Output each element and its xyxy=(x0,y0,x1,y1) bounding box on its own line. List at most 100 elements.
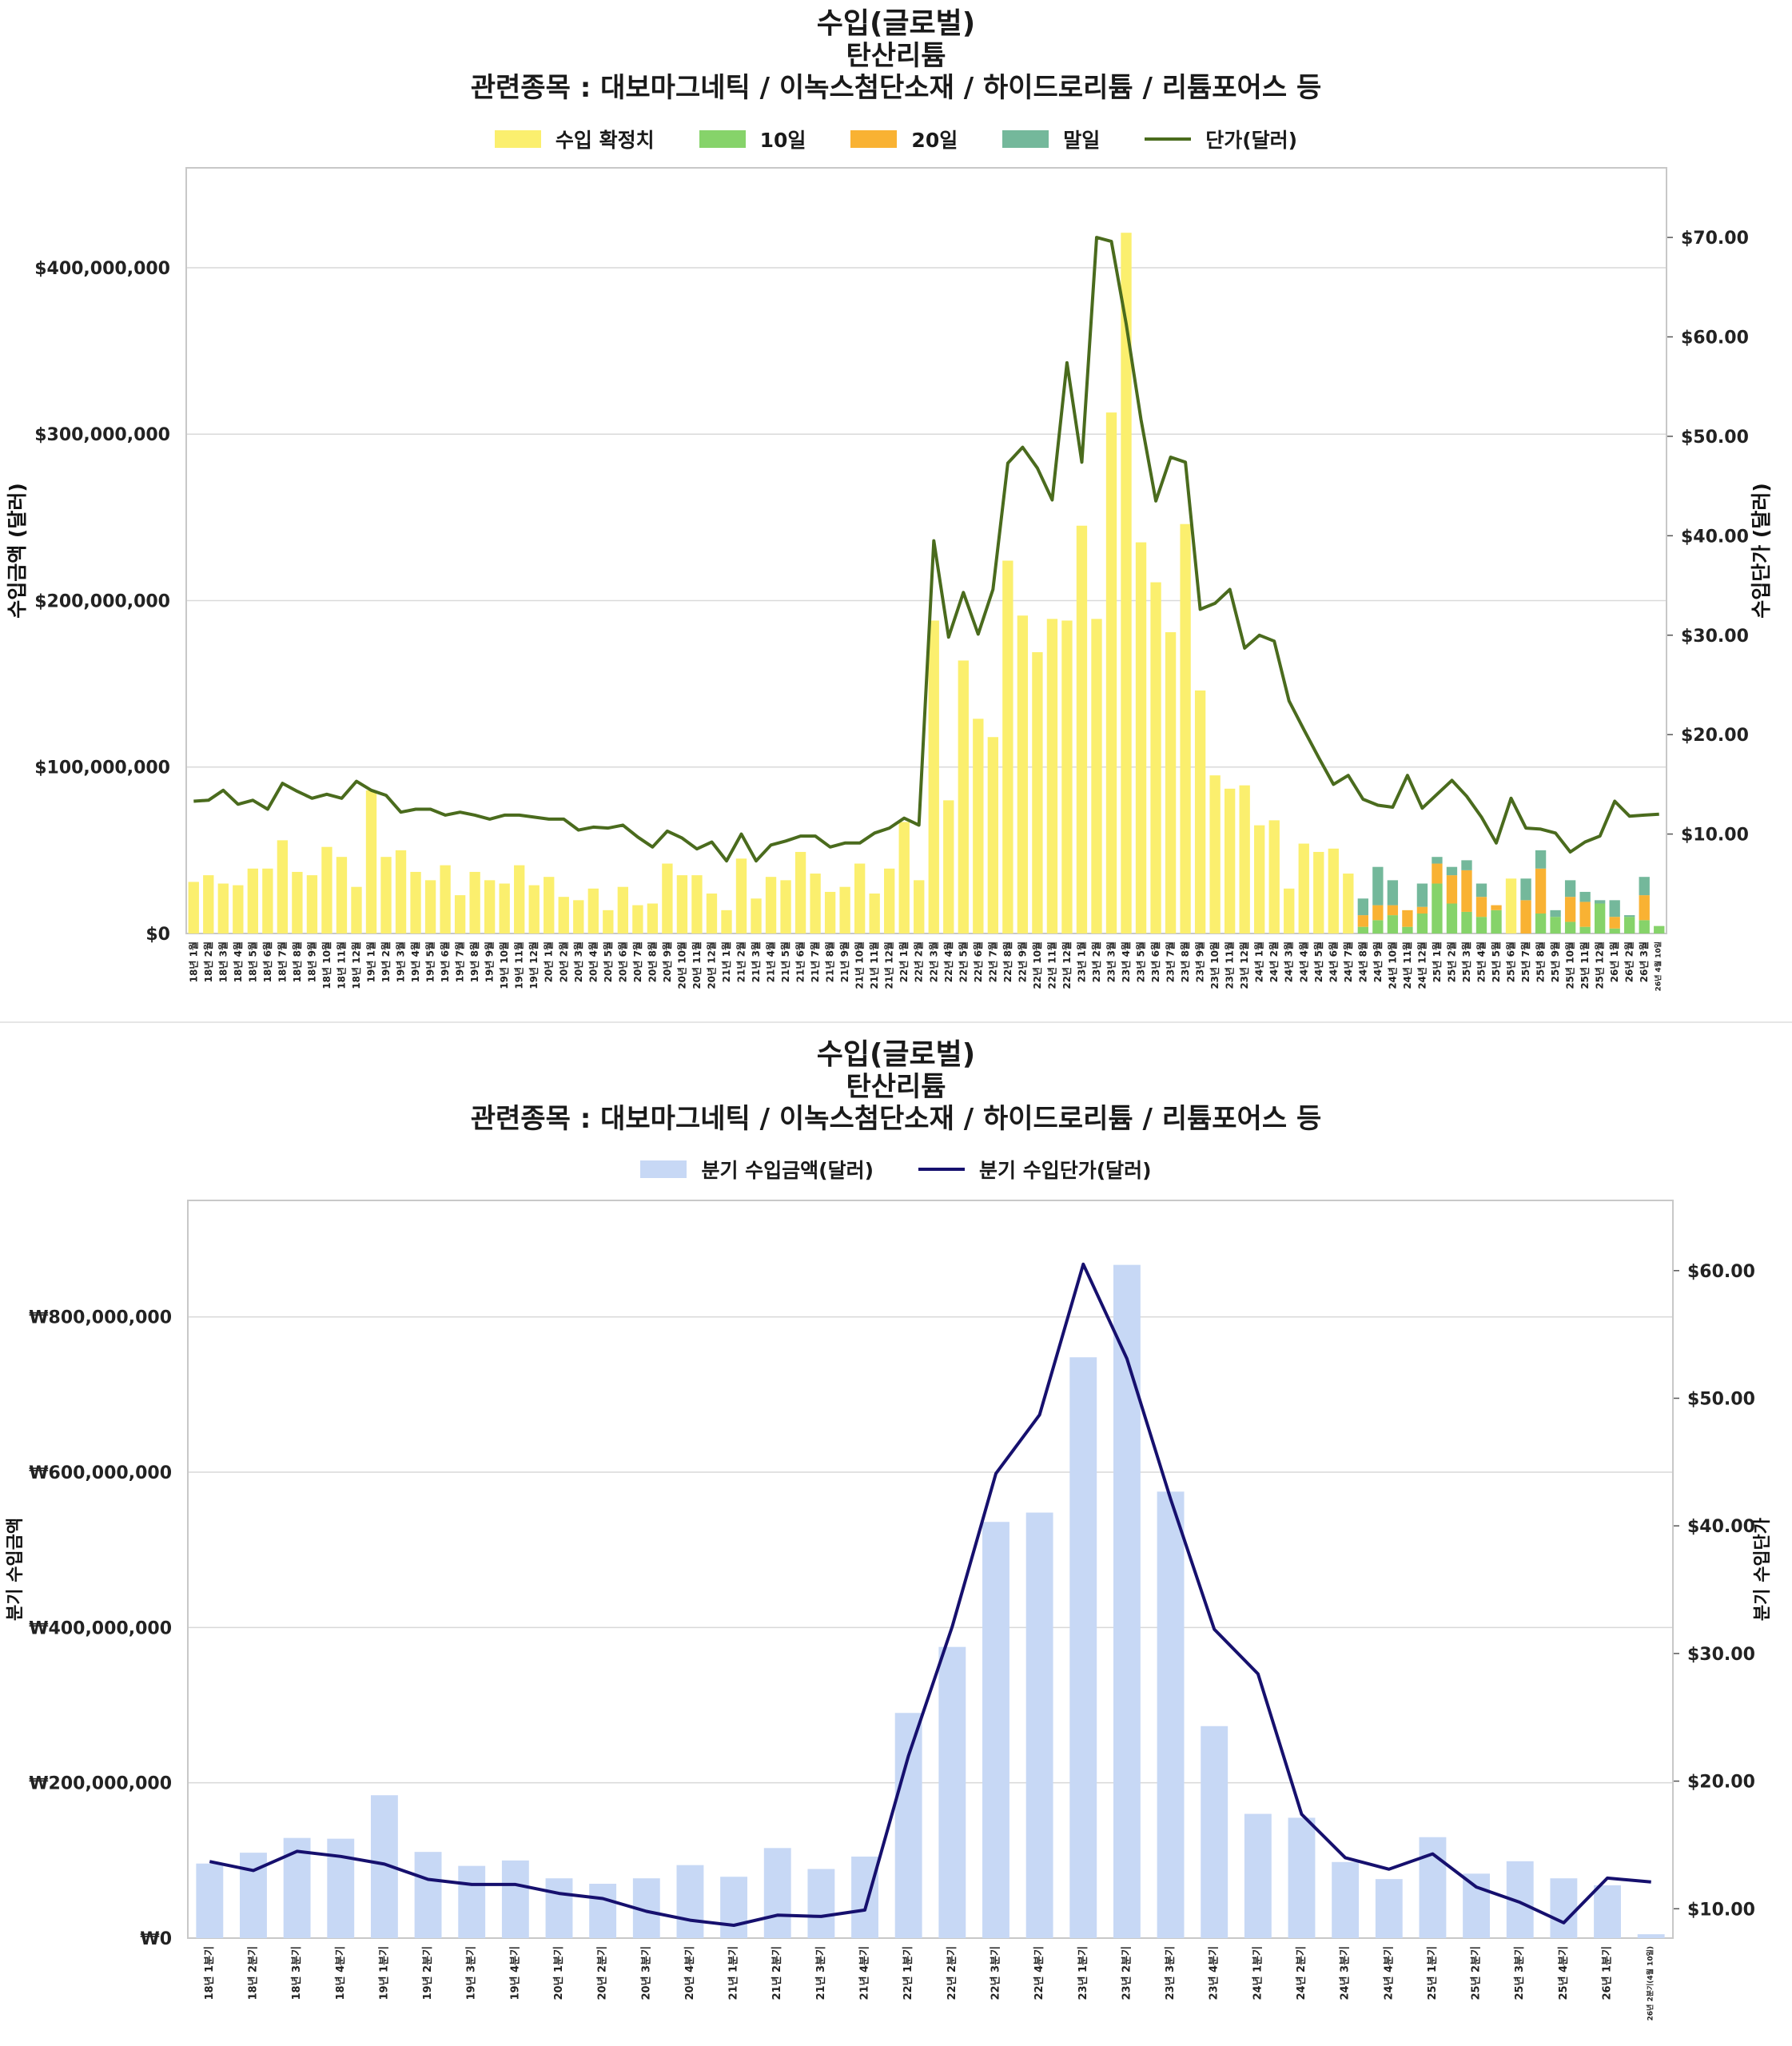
x-tick-label: 22년 2분기 xyxy=(946,1946,958,2000)
bar-quarterly-amount xyxy=(982,1522,1009,1938)
x-tick-label: 23년 3분기 xyxy=(1165,1946,1177,2000)
bar-10 xyxy=(1416,914,1428,933)
x-tick-label: 20년 12월 xyxy=(705,941,717,989)
x-tick-label: 22년 9월 xyxy=(1016,941,1028,982)
y-tick-label-right: $10.00 xyxy=(1681,826,1749,846)
bar-confirmed xyxy=(1298,843,1309,933)
bar-confirmed xyxy=(839,886,850,933)
bar-end xyxy=(1550,910,1561,918)
x-tick-label: 21년 4월 xyxy=(765,941,777,982)
x-tick-label: 24년 7월 xyxy=(1342,941,1354,982)
y-tick-label-left: $400,000,000 xyxy=(34,259,170,279)
x-tick-label: 18년 2월 xyxy=(202,941,214,982)
bar-confirmed xyxy=(424,880,436,933)
bar-confirmed xyxy=(306,875,318,933)
y-tick-label-right: $20.00 xyxy=(1681,726,1749,746)
legend-swatch-price xyxy=(918,1168,965,1171)
x-tick-label: 20년 11월 xyxy=(691,941,703,989)
bar-confirmed xyxy=(647,903,659,933)
x-tick-label: 19년 5월 xyxy=(424,941,436,982)
x-tick-label: 23년 10월 xyxy=(1209,941,1221,989)
x-tick-label: 20년 1분기 xyxy=(553,1946,565,2000)
x-tick-label: 20년 10월 xyxy=(675,941,687,989)
x-tick-label: 24년 2월 xyxy=(1268,941,1280,982)
bar-confirmed xyxy=(1209,775,1221,933)
bar-20 xyxy=(1402,910,1413,927)
bar-confirmed xyxy=(987,737,999,933)
bar-confirmed xyxy=(1254,825,1265,933)
bar-confirmed xyxy=(514,865,525,933)
y-tick-label-right: $40.00 xyxy=(1687,1517,1755,1537)
x-tick-label: 18년 3월 xyxy=(217,941,229,982)
x-tick-label: 23년 1분기 xyxy=(1077,1946,1089,2000)
bar-confirmed xyxy=(262,868,273,933)
bar-confirmed xyxy=(380,857,392,933)
x-tick-label: 23년 1월 xyxy=(1075,941,1087,982)
legend-item-price: 단가(달러) xyxy=(1145,125,1297,153)
bar-confirmed xyxy=(1165,632,1177,933)
bar-end xyxy=(1446,866,1458,876)
x-tick-label: 23년 7월 xyxy=(1165,941,1177,982)
x-tick-label: 24년 11월 xyxy=(1401,941,1413,989)
price-line xyxy=(193,236,1659,863)
bar-quarterly-amount xyxy=(894,1713,922,1938)
bar-20 xyxy=(1372,905,1384,921)
y-axis-title-left: 분기 수입금액 xyxy=(6,1518,26,1621)
monthly-import-chart-panel: 수입(글로벌) 탄산리튬 관련종목 : 대보마그네틱 / 이녹스첨단소재 / 하… xyxy=(0,0,1792,1015)
bar-confirmed xyxy=(780,880,791,933)
legend-swatch-20 xyxy=(850,130,898,148)
chart-legend: 분기 수입금액(달러) 분기 수입단가(달러) xyxy=(0,1155,1792,1184)
bar-end xyxy=(1520,878,1531,901)
bar-confirmed xyxy=(676,875,688,933)
y-tick-label-left: $200,000,000 xyxy=(34,591,170,611)
bar-confirmed xyxy=(440,865,451,933)
bar-confirmed xyxy=(898,822,910,933)
bar-confirmed xyxy=(395,850,407,933)
bar-confirmed xyxy=(336,857,348,933)
bar-confirmed xyxy=(721,910,732,933)
bar-10 xyxy=(1402,926,1413,933)
bar-confirmed xyxy=(854,863,866,933)
bar-confirmed xyxy=(691,875,703,933)
x-tick-label: 22년 4분기 xyxy=(1033,1946,1045,2000)
monthly-chart-svg: $0 $100,000,000 $200,000,000 $300,000,000 $4… xyxy=(6,167,1773,991)
bar-end xyxy=(1639,877,1650,896)
panel-divider xyxy=(0,1021,1792,1023)
bar-quarterly-amount xyxy=(414,1852,442,1938)
bar-quarterly-amount xyxy=(1463,1873,1491,1938)
x-tick-label: 23년 4월 xyxy=(1120,941,1132,982)
bar-10 xyxy=(1609,928,1620,933)
bar-20 xyxy=(1564,897,1576,922)
chart-title-block: 수입(글로벌) 탄산리튬 관련종목 : 대보마그네틱 / 이녹스첨단소재 / 하… xyxy=(0,1039,1792,1136)
bar-quarterly-amount xyxy=(1594,1885,1621,1938)
bar-confirmed xyxy=(1343,874,1354,933)
x-tick-label: 25년 5월 xyxy=(1490,941,1502,982)
x-tick-label: 22년 10월 xyxy=(1031,941,1043,989)
x-tick-label: 20년 9월 xyxy=(661,941,673,982)
legend-swatch-amount xyxy=(640,1160,687,1178)
x-tick-label: 25년 3월 xyxy=(1460,941,1472,982)
bar-confirmed xyxy=(1239,785,1250,933)
x-tick-label: 19년 12월 xyxy=(528,941,540,989)
x-tick-label: 23년 8월 xyxy=(1179,941,1191,982)
bar-confirmed xyxy=(233,885,244,933)
bar-10 xyxy=(1357,926,1369,933)
x-tick-label: 21년 11월 xyxy=(868,941,880,989)
x-tick-label: 18년 4월 xyxy=(232,941,244,982)
y-tick-label-right: $30.00 xyxy=(1687,1645,1755,1665)
bar-10 xyxy=(1579,926,1591,933)
legend-item-10: 10일 xyxy=(699,125,806,153)
bar-20 xyxy=(1387,905,1399,916)
y-tick-label-left: ₩400,000,000 xyxy=(29,1618,172,1638)
x-tick-label: 25년 9월 xyxy=(1549,941,1561,982)
bar-confirmed xyxy=(1091,619,1102,933)
bar-end xyxy=(1594,900,1606,904)
bar-20 xyxy=(1579,902,1591,927)
bar-quarterly-amount xyxy=(1550,1878,1578,1938)
legend-swatch-confirmed xyxy=(494,130,541,148)
x-tick-label: 23년 11월 xyxy=(1224,941,1236,989)
y-tick-label-right: $70.00 xyxy=(1681,229,1749,249)
legend-label-20: 20일 xyxy=(911,129,958,152)
x-tick-label: 23년 4분기 xyxy=(1209,1946,1221,2000)
y-tick-label-right: $20.00 xyxy=(1687,1773,1755,1793)
